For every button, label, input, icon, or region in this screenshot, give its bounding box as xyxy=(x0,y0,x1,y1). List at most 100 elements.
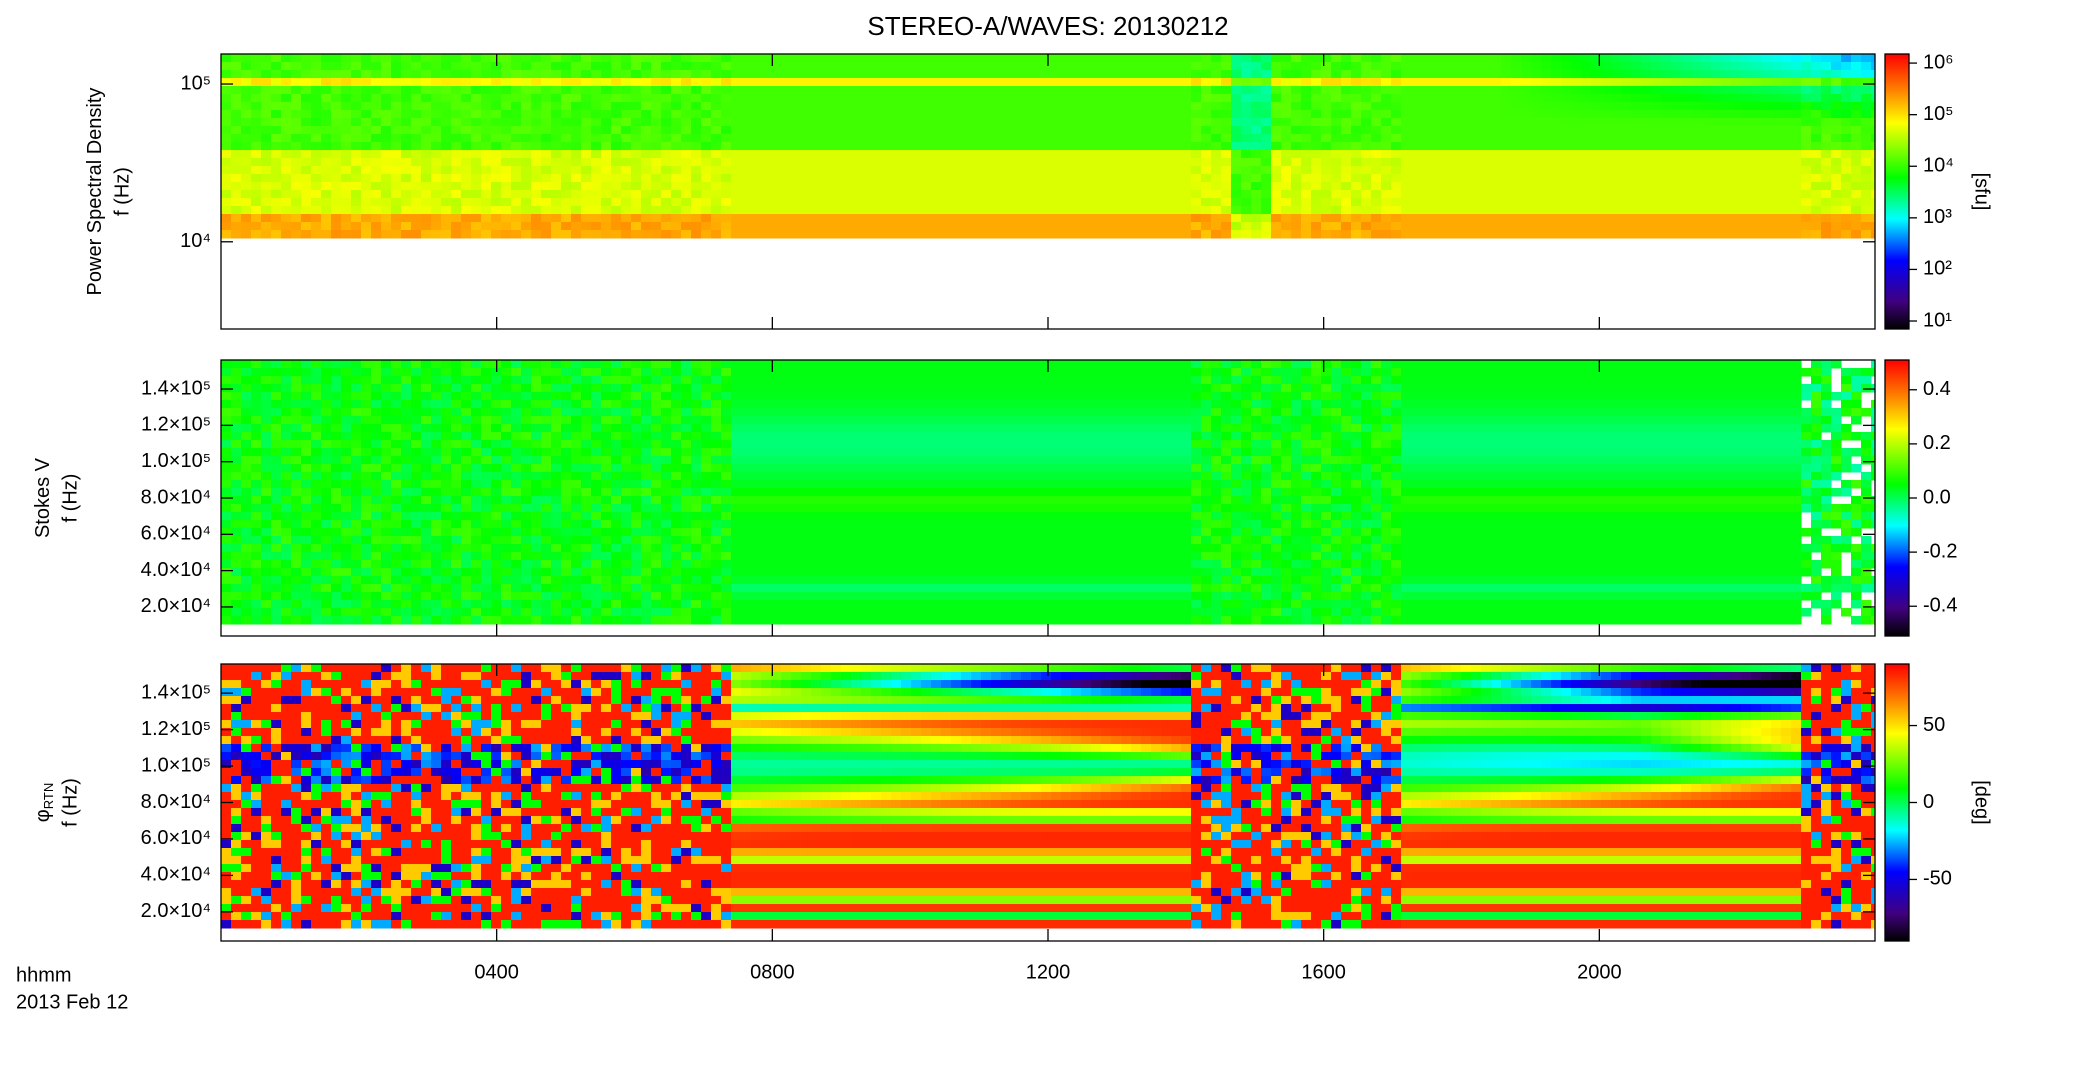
spectrogram-cell xyxy=(1121,198,1132,207)
spectrogram-cell xyxy=(381,62,392,71)
spectrogram-cell xyxy=(481,520,492,529)
spectrogram-cell xyxy=(471,94,482,103)
spectrogram-cell xyxy=(1421,134,1432,143)
spectrogram-cell xyxy=(1571,126,1582,135)
spectrogram-cell xyxy=(761,54,772,63)
spectrogram-cell xyxy=(681,142,692,151)
spectrogram-cell xyxy=(1471,142,1482,151)
spectrogram-cell xyxy=(1691,102,1702,111)
spectrogram-cell xyxy=(711,102,722,111)
spectrogram-cell xyxy=(1221,230,1232,239)
spectrogram-cell xyxy=(561,552,572,561)
spectrogram-cell xyxy=(281,464,292,473)
spectrogram-cell xyxy=(1131,142,1142,151)
spectrogram-cell xyxy=(551,126,562,135)
spectrogram-cell xyxy=(1101,86,1112,95)
spectrogram-cell xyxy=(701,62,712,71)
spectrogram-cell xyxy=(311,576,322,585)
spectrogram-cell xyxy=(1131,166,1142,175)
spectrogram-cell xyxy=(831,134,842,143)
spectrogram-cell xyxy=(501,102,512,111)
spectrogram-cell xyxy=(891,134,902,143)
spectrogram-cell xyxy=(541,616,552,625)
spectrogram-cell xyxy=(321,142,332,151)
spectrogram-cell xyxy=(731,230,742,239)
spectrogram-cell xyxy=(1701,94,1712,103)
spectrogram-cell xyxy=(451,576,462,585)
spectrogram-cell xyxy=(501,86,512,95)
spectrogram-cell xyxy=(1171,222,1182,231)
spectrogram-cell xyxy=(1421,94,1432,103)
spectrogram-cell xyxy=(1161,174,1172,183)
spectrogram-cell xyxy=(841,110,852,119)
spectrogram-cell xyxy=(431,70,442,79)
spectrogram-cell xyxy=(731,118,742,127)
spectrogram-cell xyxy=(1441,166,1452,175)
spectrogram-cell xyxy=(881,174,892,183)
spectrogram-cell xyxy=(1671,166,1682,175)
spectrogram-cell xyxy=(1461,174,1472,183)
spectrogram-cell xyxy=(1301,198,1312,207)
spectrogram-cell xyxy=(1651,166,1662,175)
spectrogram-cell xyxy=(1391,142,1402,151)
spectrogram-cell xyxy=(911,206,922,215)
spectrogram-cell xyxy=(1211,78,1222,87)
spectrogram-cell xyxy=(611,54,622,63)
spectrogram-cell xyxy=(881,102,892,111)
spectrogram-cell xyxy=(571,488,582,497)
spectrogram-cell xyxy=(281,368,292,377)
spectrogram-cell xyxy=(1491,86,1502,95)
spectrogram-cell xyxy=(491,496,502,505)
spectrogram-cell xyxy=(1061,102,1072,111)
spectrogram-cell xyxy=(1821,78,1832,87)
spectrogram-cell xyxy=(241,150,252,159)
spectrogram-cell xyxy=(1351,230,1362,239)
spectrogram-cell xyxy=(391,536,402,545)
spectrogram-cell xyxy=(1841,86,1852,95)
spectrogram-cell xyxy=(271,118,282,127)
spectrogram-cell xyxy=(1871,70,1876,79)
spectrogram-cell xyxy=(1421,54,1432,63)
spectrogram-cell xyxy=(1131,206,1142,215)
spectrogram-cell xyxy=(1501,222,1512,231)
spectrogram-cell xyxy=(1701,54,1712,63)
spectrogram-cell xyxy=(781,230,792,239)
spectrogram-cell xyxy=(1861,158,1872,167)
spectrogram-cell xyxy=(411,416,422,425)
spectrogram-cell xyxy=(461,496,472,505)
spectrogram-cell xyxy=(1271,118,1282,127)
spectrogram-cell xyxy=(1631,166,1642,175)
spectrogram-cell xyxy=(1761,134,1772,143)
spectrogram-cell xyxy=(451,126,462,135)
spectrogram-cell xyxy=(461,416,472,425)
spectrogram-cell xyxy=(371,480,382,489)
spectrogram-cell xyxy=(1231,86,1242,95)
spectrogram-cell xyxy=(361,464,372,473)
spectrogram-cell xyxy=(361,552,372,561)
spectrogram-cell xyxy=(321,150,332,159)
spectrogram-cell xyxy=(661,126,672,135)
spectrogram-cell xyxy=(441,416,452,425)
spectrogram-cell xyxy=(1871,54,1876,63)
spectrogram-cell xyxy=(651,198,662,207)
spectrogram-cell xyxy=(1451,118,1462,127)
spectrogram-cell xyxy=(231,608,242,617)
spectrogram-cell xyxy=(271,608,282,617)
spectrogram-cell xyxy=(1081,206,1092,215)
spectrogram-cell xyxy=(1711,190,1722,199)
spectrogram-cell xyxy=(221,70,232,79)
spectrogram-cell xyxy=(701,222,712,231)
spectrogram-cell xyxy=(481,190,492,199)
spectrogram-cell xyxy=(221,166,232,175)
spectrogram-cell xyxy=(511,368,522,377)
spectrogram-cell xyxy=(791,214,802,223)
spectrogram-cell xyxy=(561,600,572,609)
spectrogram-cell xyxy=(1461,198,1472,207)
spectrogram-cell xyxy=(511,576,522,585)
spectrogram-cell xyxy=(611,102,622,111)
spectrogram-cell xyxy=(1421,70,1432,79)
spectrogram-cell xyxy=(1441,102,1452,111)
spectrogram-cell xyxy=(1431,142,1442,151)
spectrogram-cell xyxy=(1511,86,1522,95)
spectrogram-cell xyxy=(1821,166,1832,175)
